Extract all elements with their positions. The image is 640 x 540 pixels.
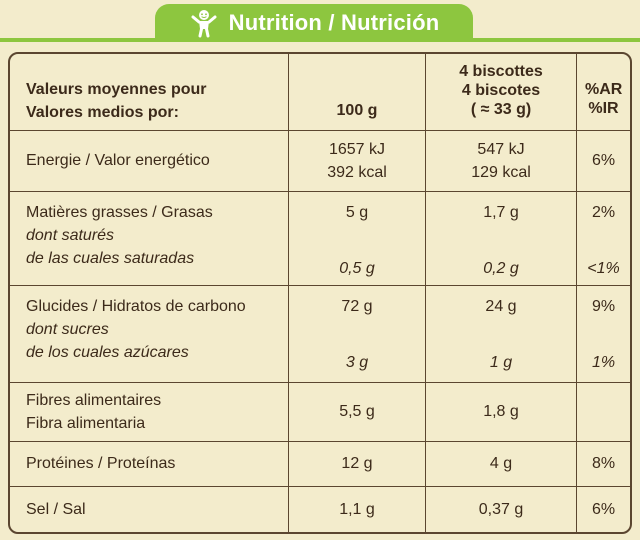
label-column-header: Valeurs moyennes pour Valores medios por… — [10, 54, 289, 132]
portion-header-line3: ( ≈ 33 g) — [470, 101, 532, 118]
saturates-ri: <1% — [587, 259, 620, 277]
fibre-portion: 1,8 g — [425, 382, 577, 442]
ri-column-header: %AR %IR — [576, 54, 630, 132]
portion-header-line1: 4 biscottes — [459, 63, 543, 80]
fat-ri-cell: 2% <1% — [576, 190, 630, 287]
energy-ri: 6% — [576, 130, 630, 192]
salt-portion: 0,37 g — [425, 486, 577, 532]
header-title: Nutrition / Nutrición — [228, 10, 440, 35]
ri-header-line1: %AR — [585, 81, 623, 98]
protein-per100: 12 g — [288, 440, 426, 488]
fibre-label-cell: Fibres alimentaires Fibra alimentaria — [10, 382, 289, 442]
label-header-line1: Valeurs moyennes pour — [26, 81, 207, 98]
salt-label: Sel / Sal — [10, 486, 289, 532]
saturates-label-line1: dont saturés — [26, 226, 115, 244]
sugars-label-line1: dont sucres — [26, 321, 109, 339]
child-figure-icon — [191, 10, 217, 38]
protein-row: Protéines / Proteínas 12 g 4 g 8% — [10, 440, 630, 488]
fat-label: Matières grasses / Grasas — [26, 203, 213, 221]
carbs-per100-cell: 72 g 3 g — [288, 285, 426, 384]
protein-ri: 8% — [576, 440, 630, 488]
carbs-label-cell: Glucides / Hidratos de carbono dont sucr… — [10, 285, 289, 384]
carbs-portion-cell: 24 g 1 g — [425, 285, 577, 384]
saturates-portion: 0,2 g — [483, 259, 519, 277]
salt-row: Sel / Sal 1,1 g 0,37 g 6% — [10, 486, 630, 532]
sugars-per100: 3 g — [345, 354, 369, 372]
fat-portion-cell: 1,7 g 0,2 g — [425, 190, 577, 287]
fat-per100-cell: 5 g 0,5 g — [288, 190, 426, 287]
saturates-label-line2: de las cuales saturadas — [26, 249, 195, 267]
fat-row: Matières grasses / Grasas dont saturés d… — [10, 190, 630, 287]
energy-per100-kcal: 392 kcal — [327, 163, 387, 181]
carbs-ri-cell: 9% 1% — [576, 285, 630, 384]
salt-per100: 1,1 g — [288, 486, 426, 532]
carbs-ri: 9% — [591, 298, 616, 316]
carbs-row: Glucides / Hidratos de carbono dont sucr… — [10, 285, 630, 384]
protein-label: Protéines / Proteínas — [10, 440, 289, 488]
salt-ri: 6% — [576, 486, 630, 532]
fibre-label-line2: Fibra alimentaria — [26, 414, 146, 432]
carbs-per100: 72 g — [341, 298, 373, 316]
sugars-label-line2: de los cuales azúcares — [26, 344, 189, 362]
sugars-portion: 1 g — [489, 354, 513, 372]
per100-column-header: 100 g — [288, 54, 426, 132]
table-header-row: Valeurs moyennes pour Valores medios por… — [10, 54, 630, 132]
energy-row: Energie / Valor energético 1657 kJ 392 k… — [10, 130, 630, 192]
energy-per100-kj: 1657 kJ — [328, 140, 386, 158]
fat-ri: 2% — [591, 203, 616, 221]
energy-portion: 547 kJ 129 kcal — [425, 130, 577, 192]
carbs-label: Glucides / Hidratos de carbono — [26, 298, 246, 316]
carbs-portion: 24 g — [485, 298, 517, 316]
fat-per100: 5 g — [345, 203, 369, 221]
portion-column-header: 4 biscottes 4 biscotes ( ≈ 33 g) — [425, 54, 577, 132]
fibre-label-line1: Fibres alimentaires — [26, 391, 162, 409]
energy-per100: 1657 kJ 392 kcal — [288, 130, 426, 192]
portion-header-line2: 4 biscotes — [461, 82, 541, 99]
fibre-row: Fibres alimentaires Fibra alimentaria 5,… — [10, 382, 630, 442]
protein-portion: 4 g — [425, 440, 577, 488]
ri-header-line2: %IR — [588, 100, 619, 117]
energy-portion-kcal: 129 kcal — [471, 163, 531, 181]
saturates-per100: 0,5 g — [339, 259, 375, 277]
fat-portion: 1,7 g — [483, 203, 519, 221]
sugars-ri: 1% — [591, 354, 616, 372]
label-header-line2: Valores medios por: — [26, 104, 179, 121]
nutrition-header: Nutrition / Nutrición — [155, 4, 473, 42]
energy-portion-kj: 547 kJ — [477, 140, 525, 158]
fibre-per100: 5,5 g — [288, 382, 426, 442]
energy-label: Energie / Valor energético — [10, 130, 289, 192]
fibre-ri — [576, 382, 630, 442]
nutrition-table: Valeurs moyennes pour Valores medios por… — [8, 52, 632, 534]
fat-label-cell: Matières grasses / Grasas dont saturés d… — [10, 190, 289, 287]
